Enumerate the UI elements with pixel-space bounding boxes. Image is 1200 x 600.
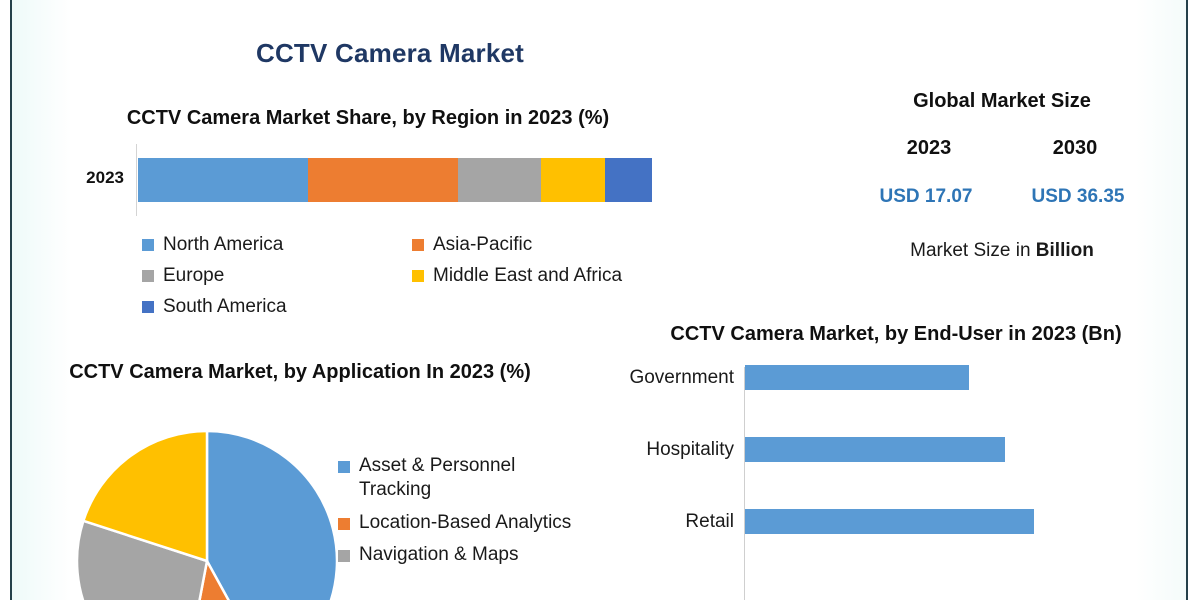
enduser-bar-chart: Government Hospitality Retail: [610, 364, 1186, 600]
region-legend-label: Middle East and Africa: [433, 265, 623, 287]
market-size-year-start: 2023: [906, 137, 952, 159]
region-legend-item-north-america: North America: [142, 234, 412, 256]
page-border-left: [10, 0, 12, 600]
enduser-label-retail: Retail: [685, 510, 734, 532]
application-legend-item-navigation-maps: Navigation & Maps: [338, 543, 618, 567]
global-market-size-years: 2023 2030: [828, 137, 1176, 160]
application-chart-title: CCTV Camera Market, by Application In 20…: [69, 361, 531, 383]
page-title: CCTV Camera Market: [255, 38, 525, 68]
enduser-label-hospitality: Hospitality: [646, 438, 734, 460]
application-pie-chart: [75, 429, 339, 600]
legend-swatch-icon: [412, 239, 424, 252]
region-segment-middle-east-and-africa: [540, 158, 606, 203]
pie-slice-navigation-maps: [75, 519, 209, 600]
region-segment-south-america: [605, 158, 652, 203]
legend-swatch-icon: [142, 239, 154, 252]
region-legend-item-middle-east-and-africa: Middle East and Africa: [412, 265, 682, 287]
region-legend-item-europe: Europe: [142, 265, 412, 287]
enduser-bar-hospitality: [745, 436, 1005, 462]
region-segment-asia-pacific: [308, 158, 459, 203]
global-market-size-title: Global Market Size: [913, 90, 1091, 112]
region-chart-block: CCTV Camera Market Share, by Region in 2…: [60, 104, 680, 327]
region-legend-item-south-america: South America: [142, 296, 414, 318]
region-stacked-bar: [138, 158, 652, 203]
enduser-label-government: Government: [629, 366, 734, 388]
application-legend-label: Asset & Personnel Tracking: [359, 455, 516, 501]
market-size-year-end: 2030: [1052, 137, 1098, 159]
global-market-size-block: Global Market Size 2023 2030 USD 17.07 U…: [828, 90, 1176, 262]
application-legend-item-location-based-analytics: Location-Based Analytics: [338, 511, 618, 535]
region-legend-label: Europe: [163, 265, 225, 287]
legend-swatch-icon: [142, 301, 154, 314]
pie-slice-other: [81, 429, 209, 563]
market-size-unit-value: Billion: [1035, 240, 1094, 261]
region-legend-label: South America: [163, 296, 287, 318]
page-border-right: [1186, 0, 1188, 600]
enduser-chart-axis: [744, 366, 745, 600]
application-chart-block: CCTV Camera Market, by Application In 20…: [60, 358, 620, 600]
application-legend-label: Location-Based Analytics: [359, 511, 572, 533]
pie-slice-location-based-analytics: [198, 557, 230, 600]
region-legend-label: Asia-Pacific: [433, 234, 533, 256]
region-legend-row: Europe Middle East and Africa: [142, 265, 682, 296]
pie-svg: [75, 429, 339, 600]
region-legend-item-asia-pacific: Asia-Pacific: [412, 234, 682, 256]
legend-swatch-icon: [142, 270, 154, 283]
region-chart-title: CCTV Camera Market Share, by Region in 2…: [126, 107, 610, 129]
enduser-chart-title: CCTV Camera Market, by End-User in 2023 …: [670, 323, 1122, 345]
region-segment-europe: [458, 158, 541, 203]
global-market-size-values: USD 17.07 USD 36.35: [828, 186, 1176, 208]
region-legend-row: South America: [142, 296, 682, 327]
legend-swatch-icon: [338, 461, 350, 473]
legend-swatch-icon: [338, 517, 350, 530]
legend-swatch-icon: [412, 270, 424, 283]
market-size-value-end: USD 36.35: [1031, 186, 1125, 207]
region-legend-label: North America: [163, 234, 284, 256]
region-segment-north-america: [138, 158, 309, 203]
market-size-unit-prefix: Market Size in: [910, 240, 1036, 261]
enduser-chart-block: CCTV Camera Market, by End-User in 2023 …: [610, 320, 1186, 600]
enduser-bar-retail: [745, 508, 1035, 534]
region-stacked-bar-chart: 2023: [60, 144, 680, 217]
market-size-value-start: USD 17.07: [879, 186, 973, 207]
region-chart-legend: North America Asia-Pacific Europe Middle…: [142, 234, 682, 327]
application-chart-legend: Asset & Personnel Tracking Location-Base…: [338, 454, 618, 575]
pie-slice-asset-personnel-tracking: [205, 429, 339, 600]
region-legend-row: North America Asia-Pacific: [142, 234, 682, 265]
region-category-label: 2023: [86, 168, 124, 188]
market-size-unit-note: Market Size in Billion: [828, 240, 1176, 262]
application-legend-item-asset-personnel-tracking: Asset & Personnel Tracking: [338, 454, 618, 503]
region-chart-axis: [136, 144, 137, 217]
application-legend-label: Navigation & Maps: [359, 543, 519, 565]
enduser-bar-government: [745, 364, 970, 390]
legend-swatch-icon: [338, 549, 350, 562]
